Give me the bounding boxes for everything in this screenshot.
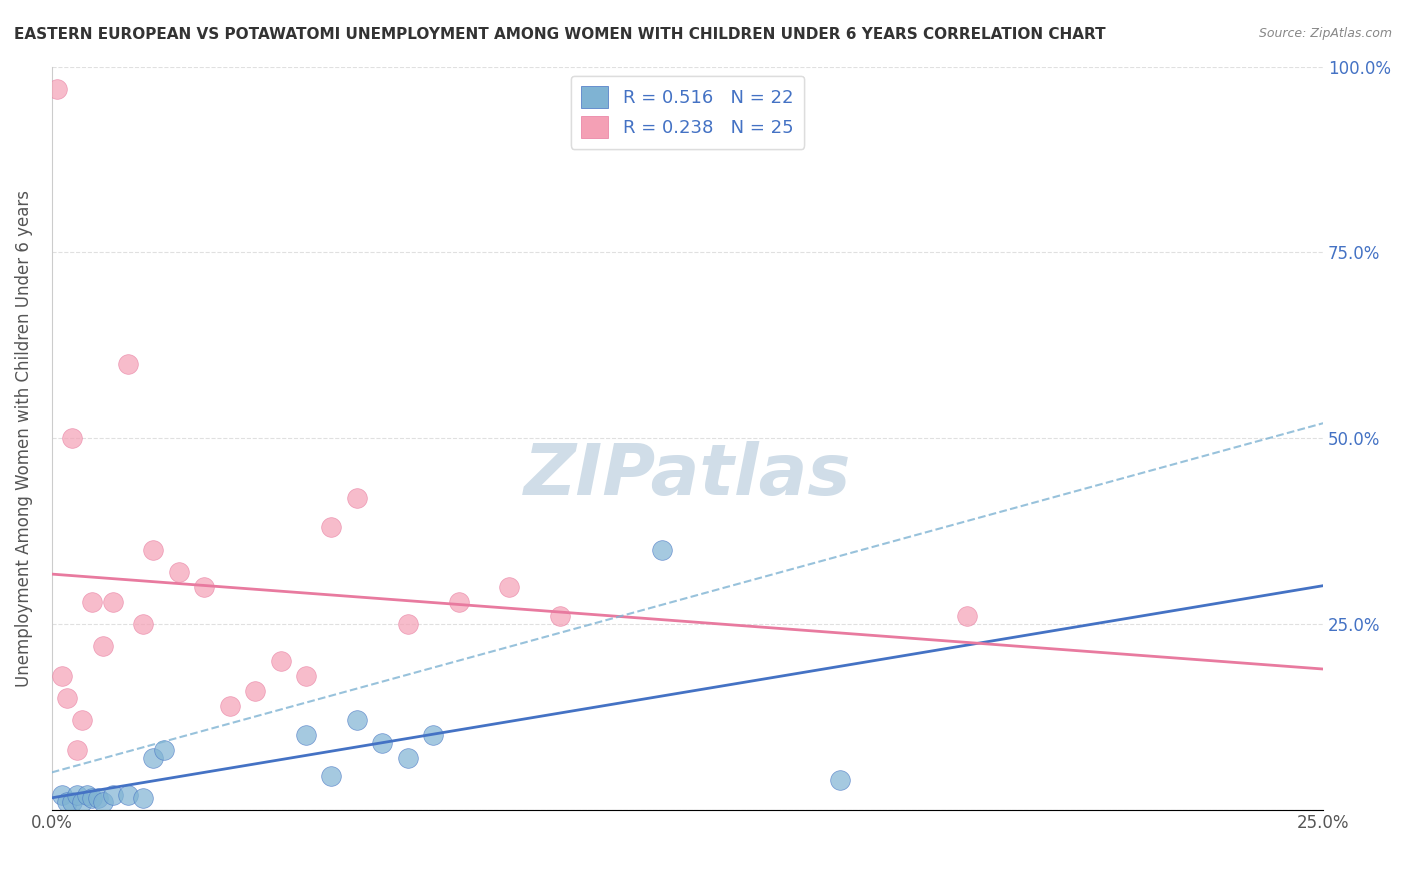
Point — [422, 728, 444, 742]
Point — [396, 750, 419, 764]
Point — [243, 683, 266, 698]
Point — [270, 654, 292, 668]
Legend: R = 0.516   N = 22, R = 0.238   N = 25: R = 0.516 N = 22, R = 0.238 N = 25 — [571, 76, 804, 149]
Point — [167, 565, 190, 579]
Point — [132, 791, 155, 805]
Point — [86, 791, 108, 805]
Text: Source: ZipAtlas.com: Source: ZipAtlas.com — [1258, 27, 1392, 40]
Point — [142, 542, 165, 557]
Point — [447, 594, 470, 608]
Y-axis label: Unemployment Among Women with Children Under 6 years: Unemployment Among Women with Children U… — [15, 190, 32, 687]
Point — [91, 795, 114, 809]
Point — [56, 795, 79, 809]
Point — [132, 616, 155, 631]
Point — [72, 795, 94, 809]
Text: EASTERN EUROPEAN VS POTAWATOMI UNEMPLOYMENT AMONG WOMEN WITH CHILDREN UNDER 6 YE: EASTERN EUROPEAN VS POTAWATOMI UNEMPLOYM… — [14, 27, 1105, 42]
Point — [45, 82, 67, 96]
Point — [82, 791, 104, 805]
Point — [91, 639, 114, 653]
Point — [828, 772, 851, 787]
Point — [66, 743, 89, 757]
Point — [498, 580, 520, 594]
Point — [152, 743, 174, 757]
Point — [51, 669, 73, 683]
Point — [101, 788, 124, 802]
Point — [346, 714, 368, 728]
Point — [550, 609, 572, 624]
Point — [117, 357, 139, 371]
Point — [60, 431, 83, 445]
Point — [651, 542, 673, 557]
Point — [82, 594, 104, 608]
Point — [956, 609, 979, 624]
Point — [321, 520, 343, 534]
Point — [371, 736, 394, 750]
Point — [142, 750, 165, 764]
Point — [56, 691, 79, 706]
Point — [321, 769, 343, 783]
Point — [396, 616, 419, 631]
Point — [117, 788, 139, 802]
Text: ZIPatlas: ZIPatlas — [524, 441, 851, 509]
Point — [60, 795, 83, 809]
Point — [66, 788, 89, 802]
Point — [295, 669, 318, 683]
Point — [193, 580, 215, 594]
Point — [101, 594, 124, 608]
Point — [295, 728, 318, 742]
Point — [76, 788, 98, 802]
Point — [72, 714, 94, 728]
Point — [51, 788, 73, 802]
Point — [218, 698, 240, 713]
Point — [346, 491, 368, 505]
